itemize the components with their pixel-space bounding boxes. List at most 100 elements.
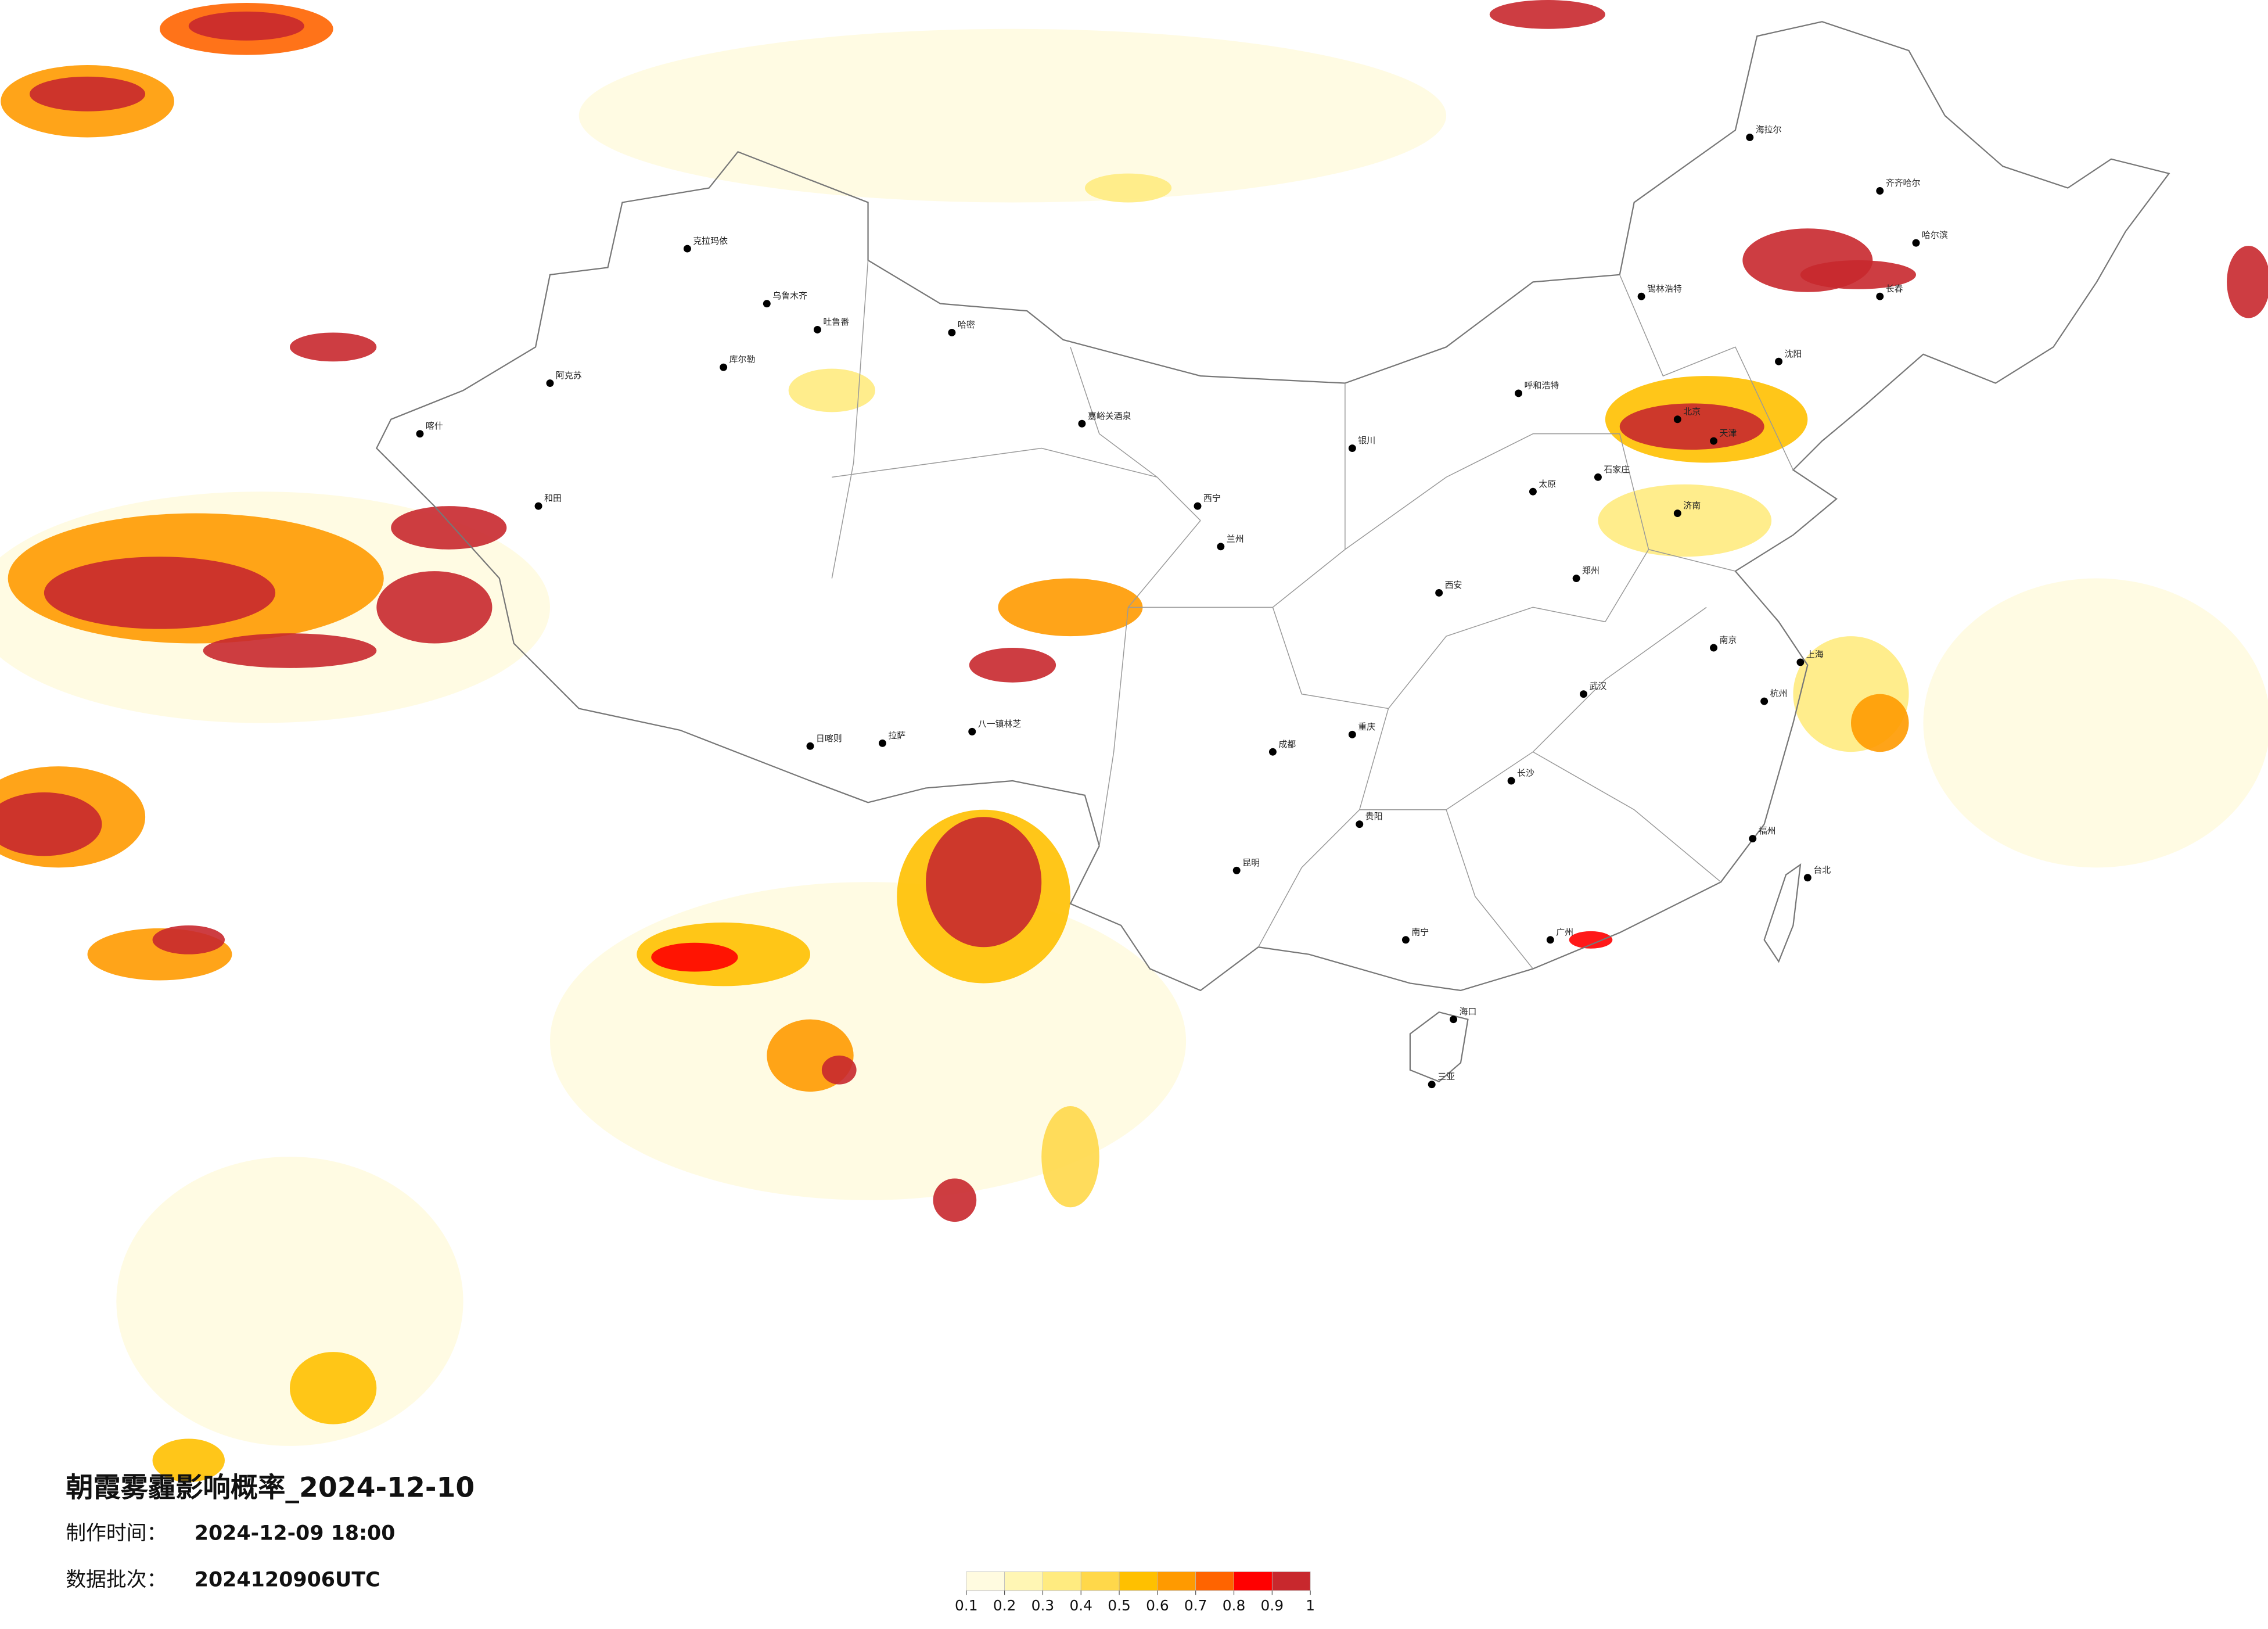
city-dot xyxy=(416,430,424,438)
city-label: 吐鲁番 xyxy=(823,317,849,327)
made-time: 2024-12-09 18:00 xyxy=(195,1522,396,1545)
city-dot xyxy=(1912,239,1920,247)
haze-area xyxy=(1569,931,1613,949)
haze-area xyxy=(788,368,875,412)
city-label: 哈密 xyxy=(958,320,975,330)
city-dot xyxy=(813,325,821,333)
city-label: 拉萨 xyxy=(888,730,905,741)
city-label: 武汉 xyxy=(1590,681,1607,691)
city-label: 南京 xyxy=(1720,635,1737,645)
haze-area xyxy=(1084,173,1172,203)
colorbar-box xyxy=(1271,1571,1311,1591)
city-label: 郑州 xyxy=(1582,565,1600,576)
city-label: 长沙 xyxy=(1517,768,1534,778)
city-label: 乌鲁木齐 xyxy=(772,290,807,301)
city-dot xyxy=(1760,697,1769,705)
city-dot xyxy=(1546,936,1554,944)
haze-area xyxy=(391,506,507,550)
colorbar-box xyxy=(1119,1571,1158,1591)
haze-area xyxy=(1489,0,1605,29)
city-label: 上海 xyxy=(1806,649,1824,659)
haze-area xyxy=(651,942,738,972)
haze-area xyxy=(969,648,1056,683)
haze-area xyxy=(821,1055,857,1085)
city-dot xyxy=(1803,874,1811,882)
city-label: 福州 xyxy=(1759,826,1776,836)
city-dot xyxy=(1775,357,1783,365)
city-dot xyxy=(546,379,554,387)
city-dot xyxy=(1217,543,1225,551)
city-dot xyxy=(763,300,771,308)
hainan xyxy=(1409,1011,1469,1082)
city-dot xyxy=(1515,389,1523,397)
city-label: 重庆 xyxy=(1358,722,1375,732)
china-outline xyxy=(375,21,2170,992)
haze-area xyxy=(1041,1106,1099,1208)
city-dot xyxy=(878,739,886,747)
city-label: 海口 xyxy=(1460,1006,1477,1017)
city-dot xyxy=(1710,644,1718,652)
city-dot xyxy=(1428,1081,1436,1089)
city-dot xyxy=(1710,437,1718,445)
colorbar-box xyxy=(1157,1571,1196,1591)
haze-area xyxy=(152,925,225,955)
batch-label: 数据批次： xyxy=(66,1568,167,1591)
colorbar-box xyxy=(1080,1571,1120,1591)
city-dot xyxy=(1637,292,1645,300)
city-label: 西安 xyxy=(1445,580,1462,590)
city-label: 天津 xyxy=(1720,428,1737,439)
haze-area xyxy=(926,817,1042,948)
city-label: 长春 xyxy=(1886,284,1903,294)
city-dot xyxy=(1673,509,1681,518)
haze-area xyxy=(116,1157,463,1446)
city-label: 太原 xyxy=(1539,479,1556,489)
city-dot xyxy=(1796,658,1805,666)
city-label: 齐齐哈尔 xyxy=(1886,178,1921,188)
city-label: 银川 xyxy=(1358,435,1375,446)
city-label: 和田 xyxy=(544,493,562,504)
made-label: 制作时间： xyxy=(66,1522,167,1545)
colorbar-box xyxy=(966,1571,1005,1591)
city-label: 八一镇林芝 xyxy=(978,719,1022,729)
colorbar-box xyxy=(1234,1571,1273,1591)
city-dot xyxy=(720,363,728,371)
haze-area xyxy=(1923,578,2268,868)
colorbar-tick-label: 0.9 xyxy=(1261,1597,1284,1614)
colorbar-tick-label: 1 xyxy=(1306,1597,1315,1614)
city-label: 呼和浩特 xyxy=(1525,381,1559,391)
city-dot xyxy=(683,245,691,253)
city-label: 沈阳 xyxy=(1785,349,1802,359)
haze-area xyxy=(152,1438,225,1483)
haze-area xyxy=(578,28,1447,203)
city-label: 杭州 xyxy=(1770,688,1788,699)
city-dot xyxy=(968,727,976,735)
city-label: 北京 xyxy=(1683,406,1701,417)
title: 朝霞雾霾影响概率_2024-12-10 xyxy=(66,1472,475,1504)
colorbar-tick-label: 0.7 xyxy=(1184,1597,1207,1614)
city-label: 锡林浩特 xyxy=(1647,284,1682,294)
city-label: 昆明 xyxy=(1242,857,1260,868)
city-dot xyxy=(1876,292,1884,300)
city-label: 成都 xyxy=(1278,739,1296,749)
haze-area xyxy=(188,11,304,41)
city-dot xyxy=(1401,936,1410,944)
city-label: 库尔勒 xyxy=(729,354,756,365)
colorbar-tick-label: 0.6 xyxy=(1146,1597,1169,1614)
city-dot xyxy=(1348,444,1356,453)
city-label: 广州 xyxy=(1556,927,1573,937)
city-dot xyxy=(1746,133,1754,141)
city-label: 济南 xyxy=(1683,500,1701,511)
city-dot xyxy=(1194,502,1202,510)
city-label: 石家庄 xyxy=(1604,464,1630,475)
city-dot xyxy=(1507,777,1515,785)
colorbar-tick-label: 0.1 xyxy=(955,1597,978,1614)
city-dot xyxy=(948,328,956,336)
haze-area xyxy=(998,578,1143,637)
city-label: 哈尔滨 xyxy=(1922,230,1948,241)
colorbar-tick-label: 0.2 xyxy=(993,1597,1016,1614)
city-label: 三亚 xyxy=(1437,1071,1455,1082)
colorbar-tick-label: 0.8 xyxy=(1223,1597,1246,1614)
